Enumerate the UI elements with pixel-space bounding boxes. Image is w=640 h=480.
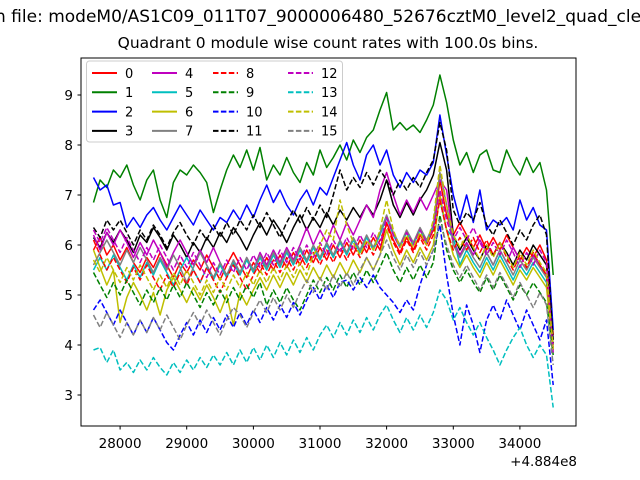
series-line-13 — [93, 289, 554, 408]
legend-label-8: 8 — [246, 67, 254, 82]
x-tick-label: 33000 — [432, 436, 475, 452]
series-line-12 — [92, 189, 554, 353]
legend-label-1: 1 — [125, 86, 133, 101]
series-line-3 — [92, 141, 554, 341]
x-tick-label: 34000 — [498, 436, 541, 452]
series-line-2 — [92, 114, 554, 331]
legend-label-15: 15 — [321, 125, 338, 140]
plot-border — [80, 57, 577, 427]
y-tick-label: 4 — [64, 338, 73, 354]
y-tick-label: 7 — [64, 188, 73, 204]
legend-label-10: 10 — [246, 105, 263, 120]
x-tick-label: 31000 — [299, 436, 342, 452]
series-line-8 — [92, 199, 554, 348]
x-tick-label: 30000 — [232, 436, 275, 452]
legend-label-13: 13 — [321, 86, 338, 101]
y-tick-label: 6 — [64, 238, 73, 254]
suptitle-filename: n file: modeM0/AS1C09_011T07_9000006480_… — [0, 7, 640, 27]
series-line-15 — [92, 219, 554, 366]
y-tick-label: 9 — [64, 88, 73, 104]
legend-label-0: 0 — [125, 67, 133, 82]
legend-label-6: 6 — [185, 105, 193, 120]
legend-label-11: 11 — [246, 125, 263, 140]
series-line-4 — [92, 171, 554, 351]
legend-label-4: 4 — [185, 67, 193, 82]
legend-label-2: 2 — [125, 105, 133, 120]
series-line-11 — [92, 121, 554, 343]
legend-box — [86, 60, 343, 143]
series-line-6 — [92, 194, 554, 351]
x-tick-label: 32000 — [365, 436, 408, 452]
legend-label-7: 7 — [185, 125, 193, 140]
series-line-1 — [92, 74, 554, 276]
x-tick-label: 29000 — [165, 436, 208, 452]
legend-label-5: 5 — [185, 86, 193, 101]
x-axis-offset-text: +4.884e8 — [510, 454, 577, 470]
legend-label-9: 9 — [246, 86, 254, 101]
legend-label-3: 3 — [125, 125, 133, 140]
chart-title: Quadrant 0 module wise count rates with … — [117, 34, 539, 52]
y-tick-label: 8 — [64, 138, 73, 154]
y-tick-label: 3 — [64, 388, 73, 404]
legend-label-12: 12 — [321, 67, 338, 82]
series-line-14 — [92, 164, 554, 348]
x-tick-label: 28000 — [99, 436, 142, 452]
legend-label-14: 14 — [321, 105, 338, 120]
y-tick-label: 5 — [64, 288, 73, 304]
